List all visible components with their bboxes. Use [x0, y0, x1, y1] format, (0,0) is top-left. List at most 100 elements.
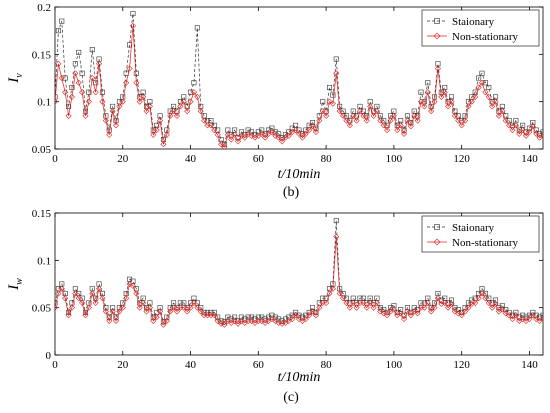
data-point-nonstationary — [512, 312, 519, 319]
data-point-stationary — [55, 94, 58, 100]
data-point-nonstationary — [499, 306, 506, 313]
legend: Staionary Non-stationary — [421, 9, 540, 47]
data-point-stationary — [269, 125, 275, 131]
data-point-nonstationary — [336, 290, 343, 297]
data-point-nonstationary — [367, 299, 374, 306]
data-point-nonstationary — [279, 320, 286, 327]
data-point-nonstationary — [509, 316, 516, 323]
data-point-stationary — [310, 305, 316, 311]
data-point-stationary — [89, 47, 95, 53]
data-point-nonstationary — [295, 130, 303, 137]
data-point-nonstationary — [428, 308, 435, 315]
data-point-nonstationary — [129, 22, 136, 29]
data-point-nonstationary — [116, 308, 123, 315]
data-point-nonstationary — [150, 131, 157, 138]
y-tick-label: 0.15 — [32, 49, 52, 61]
data-point-nonstationary — [136, 98, 143, 105]
data-point-stationary — [476, 75, 482, 81]
data-point-nonstationary — [421, 304, 428, 311]
data-point-nonstationary — [343, 299, 350, 306]
series-line-0 — [55, 220, 543, 323]
data-point-stationary — [533, 127, 539, 133]
data-point-stationary — [110, 305, 116, 311]
data-point-nonstationary — [539, 316, 543, 323]
data-point-nonstationary — [72, 70, 79, 77]
data-point-nonstationary — [333, 233, 340, 240]
data-point-stationary — [299, 314, 305, 320]
data-point-stationary — [194, 25, 200, 31]
data-point-stationary — [144, 305, 150, 311]
data-point-stationary — [482, 80, 488, 86]
data-point-nonstationary — [285, 132, 292, 139]
data-point-stationary — [191, 80, 197, 86]
data-point-nonstationary — [65, 112, 72, 119]
x-tick-label: 20 — [117, 153, 129, 165]
data-point-nonstationary — [363, 304, 370, 311]
data-point-stationary — [249, 129, 255, 135]
data-point-nonstationary — [441, 89, 448, 96]
data-point-nonstationary — [218, 141, 225, 148]
data-point-nonstationary — [248, 132, 255, 139]
data-point-nonstationary — [234, 138, 242, 145]
data-point-stationary — [398, 307, 404, 313]
data-point-nonstationary — [85, 98, 92, 105]
data-point-nonstationary — [170, 108, 177, 115]
data-point-nonstationary — [434, 65, 441, 72]
data-point-nonstationary — [350, 112, 357, 119]
data-point-stationary — [79, 70, 85, 76]
data-point-nonstationary — [163, 131, 170, 138]
data-point-nonstationary — [224, 317, 231, 324]
data-point-nonstationary — [82, 112, 89, 119]
data-point-nonstationary — [350, 299, 357, 306]
data-point-nonstationary — [499, 108, 506, 115]
data-point-stationary — [462, 305, 468, 311]
y-axis-label-sub: w — [14, 278, 25, 285]
x-tick-label: 80 — [321, 359, 333, 371]
data-point-nonstationary — [445, 103, 452, 110]
data-point-stationary — [411, 305, 417, 311]
data-point-nonstationary — [129, 282, 136, 289]
data-point-nonstationary — [245, 130, 252, 137]
data-point-nonstationary — [302, 130, 309, 137]
data-point-nonstationary — [329, 100, 336, 107]
data-point-stationary — [164, 314, 170, 320]
data-point-nonstationary — [258, 130, 265, 137]
data-point-nonstationary — [353, 304, 360, 311]
data-point-stationary — [66, 103, 72, 109]
data-point-stationary — [225, 314, 231, 320]
data-point-nonstationary — [478, 79, 486, 86]
data-point-nonstationary — [146, 103, 153, 110]
data-point-nonstationary — [489, 103, 496, 110]
data-point-stationary — [55, 28, 61, 34]
data-point-stationary — [530, 119, 536, 125]
y-tick-label: 0 — [46, 350, 52, 362]
data-point-nonstationary — [309, 123, 316, 130]
data-point-nonstationary — [96, 285, 103, 292]
data-point-nonstationary — [465, 103, 472, 110]
data-point-nonstationary — [92, 299, 99, 306]
data-point-nonstationary — [519, 127, 526, 134]
data-point-nonstationary — [431, 304, 438, 311]
data-point-nonstationary — [316, 117, 323, 124]
data-point-nonstationary — [109, 108, 116, 115]
data-point-stationary — [455, 307, 461, 313]
y-tick-label: 0.2 — [37, 2, 51, 14]
data-point-nonstationary — [292, 312, 299, 319]
data-point-stationary — [452, 305, 458, 311]
data-point-nonstationary — [377, 117, 384, 124]
data-point-stationary — [99, 89, 105, 95]
series-line-1 — [55, 236, 543, 326]
data-point-nonstationary — [207, 122, 214, 129]
data-point-nonstationary — [62, 295, 69, 302]
data-point-nonstationary — [390, 306, 397, 313]
data-point-stationary — [513, 309, 519, 315]
legend-marker-diamond — [433, 238, 441, 246]
data-point-nonstationary — [438, 300, 445, 307]
data-point-nonstationary — [404, 308, 411, 315]
data-point-stationary — [265, 314, 271, 320]
data-point-nonstationary — [268, 316, 275, 323]
data-point-stationary — [486, 84, 492, 90]
data-point-nonstationary — [489, 304, 496, 311]
data-point-nonstationary — [377, 308, 384, 315]
data-point-nonstationary — [397, 310, 404, 317]
